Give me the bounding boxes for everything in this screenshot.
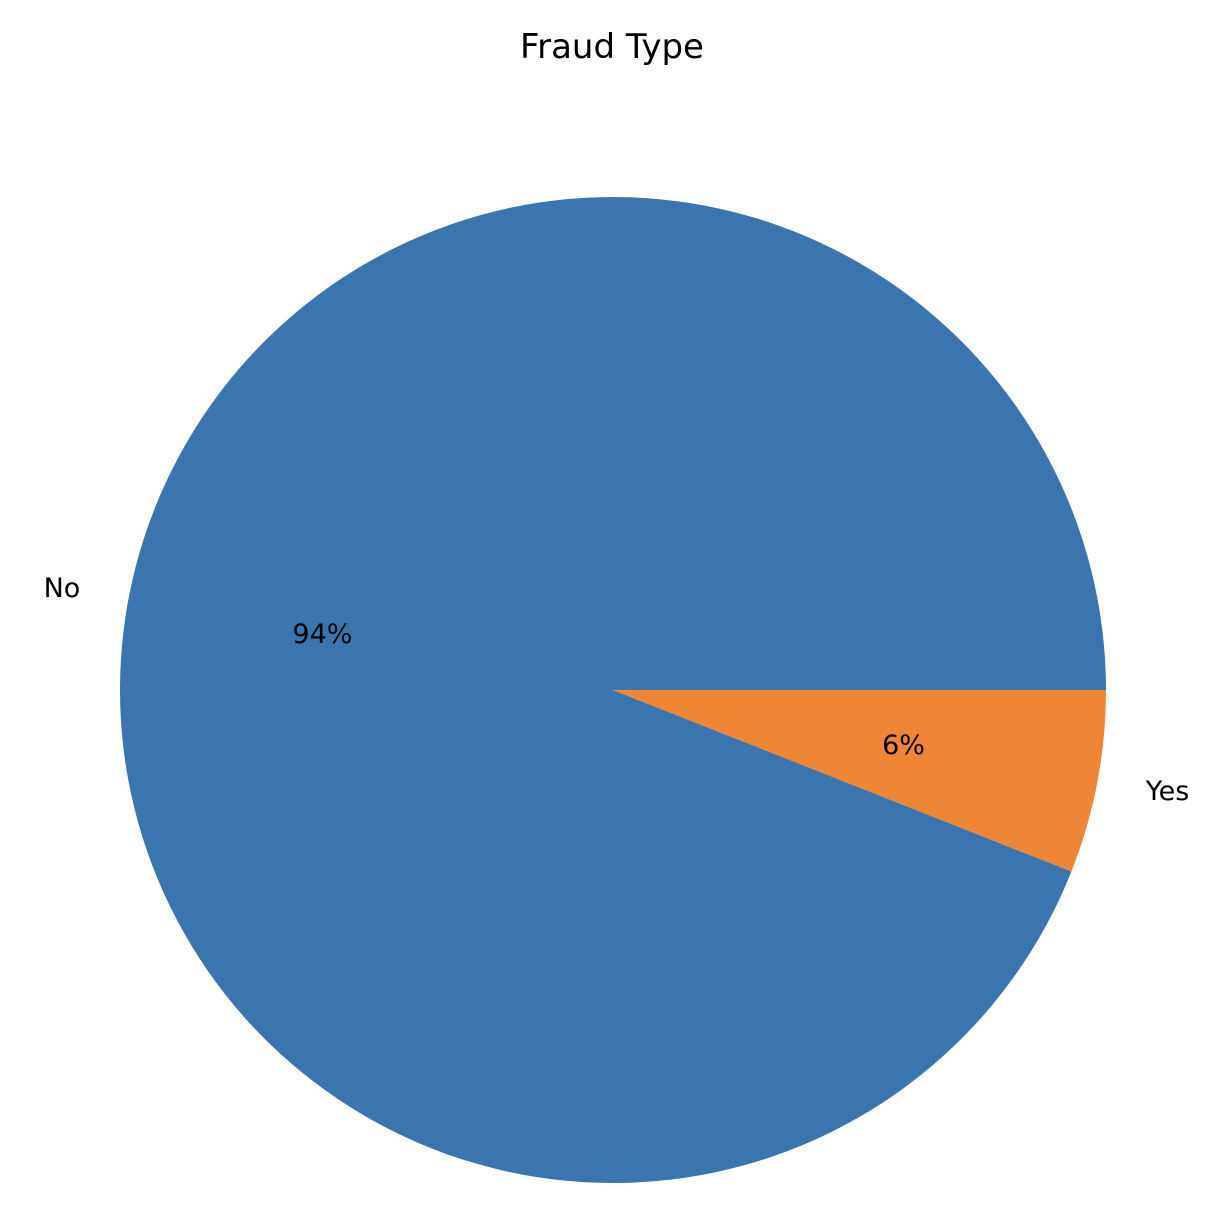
percent-label-no: 94%	[292, 619, 352, 650]
pie-labels: No 94% Yes 6%	[44, 573, 1190, 807]
category-label-no: No	[44, 573, 81, 604]
pie-slice-yes	[613, 690, 1106, 872]
percent-label-yes: 6%	[882, 730, 925, 761]
pie-slices	[119, 196, 1106, 1183]
pie-slice-no	[119, 196, 1106, 1183]
category-label-yes: Yes	[1145, 776, 1190, 807]
chart-title: Fraud Type	[520, 27, 704, 67]
